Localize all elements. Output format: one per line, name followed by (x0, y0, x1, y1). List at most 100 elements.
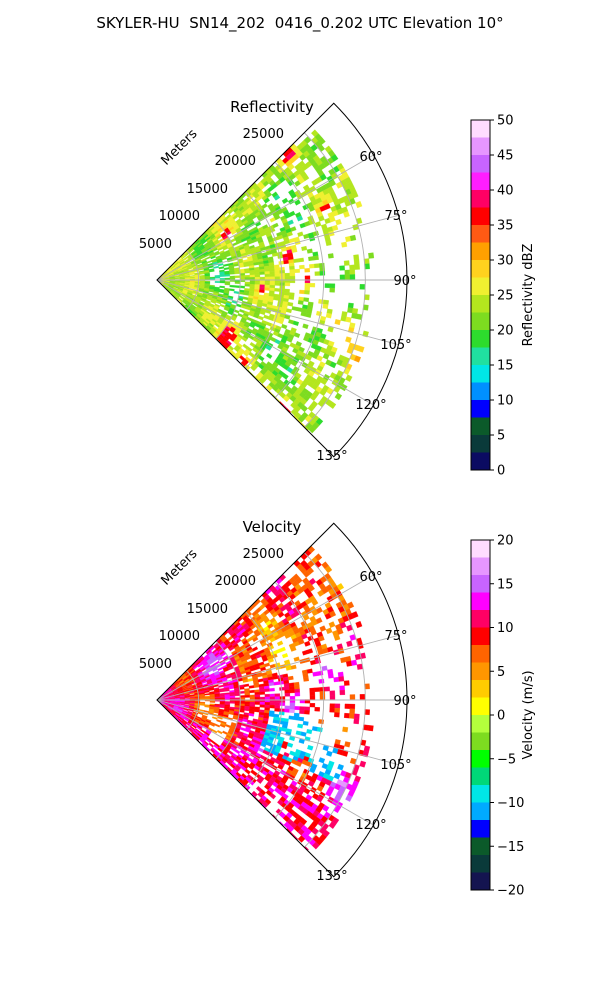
field-cell (319, 695, 326, 700)
colorbar-tick-label: 5 (497, 665, 505, 680)
azimuth-spoke (156, 154, 374, 281)
velocity-angle-tick: 90° (393, 694, 416, 709)
field-cell (355, 200, 363, 209)
field-cell (289, 709, 295, 714)
azimuth-spoke (156, 699, 374, 826)
field-cell (314, 687, 320, 692)
field-cell (239, 727, 246, 732)
field-cell (343, 680, 350, 686)
field-cell (353, 718, 360, 725)
field-cell (311, 599, 319, 606)
field-cell (244, 283, 251, 287)
field-cell (205, 256, 211, 260)
field-cell (302, 720, 309, 726)
field-cell (269, 704, 276, 709)
field-cell (273, 194, 281, 201)
colorbar-tick-label: 20 (497, 534, 514, 549)
field-cell (234, 275, 241, 278)
field-cell (329, 703, 336, 709)
field-cell (346, 601, 355, 609)
velocity-colorbar (470, 539, 491, 891)
field-cell (267, 658, 274, 663)
field-cell (299, 289, 305, 295)
colorbar-tick-label: −5 (497, 752, 516, 767)
field-cell (279, 646, 286, 653)
field-cell (254, 691, 261, 696)
field-cell (248, 685, 255, 689)
field-cell (272, 222, 279, 229)
field-cell (305, 312, 312, 318)
field-cell (244, 281, 251, 285)
reflectivity-angle-tick: 60° (359, 150, 382, 165)
field-cell (242, 296, 249, 301)
field-cell (304, 286, 311, 291)
velocity-range-tick: 15000 (187, 602, 228, 617)
field-cell (319, 262, 325, 268)
field-cell (337, 671, 344, 678)
field-cell (299, 264, 305, 270)
field-cell (294, 692, 301, 697)
field-cell (353, 259, 360, 265)
velocity-angle-tick: 75° (384, 629, 407, 644)
field-cell (318, 137, 326, 146)
field-cell (349, 264, 355, 271)
field-cell (294, 688, 300, 693)
velocity-range-axis-label: Meters (159, 546, 201, 588)
reflectivity-colorbar (470, 119, 491, 471)
field-cell (259, 691, 266, 695)
reflectivity-angle-tick: 90° (393, 274, 416, 289)
field-cell (224, 274, 231, 277)
field-cell (322, 303, 329, 310)
field-cell (269, 693, 276, 697)
field-cell (328, 401, 337, 409)
field-cell (309, 695, 316, 700)
reflectivity-title: Reflectivity (230, 98, 314, 116)
field-cell (289, 685, 295, 690)
field-cell (223, 263, 229, 267)
field-cell (314, 221, 322, 228)
field-cell (334, 707, 340, 713)
field-cell (290, 835, 299, 843)
field-cell (341, 750, 349, 757)
field-cell (214, 281, 221, 284)
velocity-range-tick: 25000 (243, 547, 284, 562)
field-cell (301, 245, 308, 251)
velocity-angle-tick: 105° (380, 758, 411, 773)
field-cell (285, 308, 292, 314)
field-cell (213, 265, 219, 269)
field-cell (287, 219, 294, 226)
field-cell (218, 684, 224, 688)
field-cell (219, 285, 225, 289)
field-cell (308, 256, 314, 261)
colorbar-tick-label: −10 (497, 796, 524, 811)
reflectivity-range-tick: 15000 (187, 182, 228, 197)
field-cell (269, 227, 276, 233)
field-cell (216, 730, 223, 735)
field-cell (229, 284, 235, 288)
field-cell (266, 390, 274, 398)
field-cell (304, 706, 311, 711)
field-cell (229, 701, 236, 704)
field-cell (284, 272, 291, 277)
field-cell (289, 272, 296, 277)
field-cell (368, 252, 375, 259)
field-cell (290, 646, 297, 652)
colorbar-tick-label: 40 (497, 184, 514, 199)
colorbar-tick-label: 15 (497, 577, 514, 592)
field-cell (259, 271, 266, 275)
field-cell (274, 702, 281, 706)
reflectivity-angle-tick: 105° (380, 338, 411, 353)
reflectivity-sector-outline (156, 102, 408, 458)
field-cell (329, 694, 336, 700)
field-cell (291, 248, 298, 253)
field-cell (314, 271, 321, 276)
field-cell (327, 253, 334, 259)
field-cell (280, 404, 288, 412)
velocity-field (158, 545, 374, 854)
field-cell (297, 422, 306, 430)
field-cell (218, 266, 225, 270)
field-cell (229, 697, 236, 700)
field-cell (234, 271, 240, 275)
field-cell (222, 730, 228, 735)
field-cell (252, 636, 259, 643)
